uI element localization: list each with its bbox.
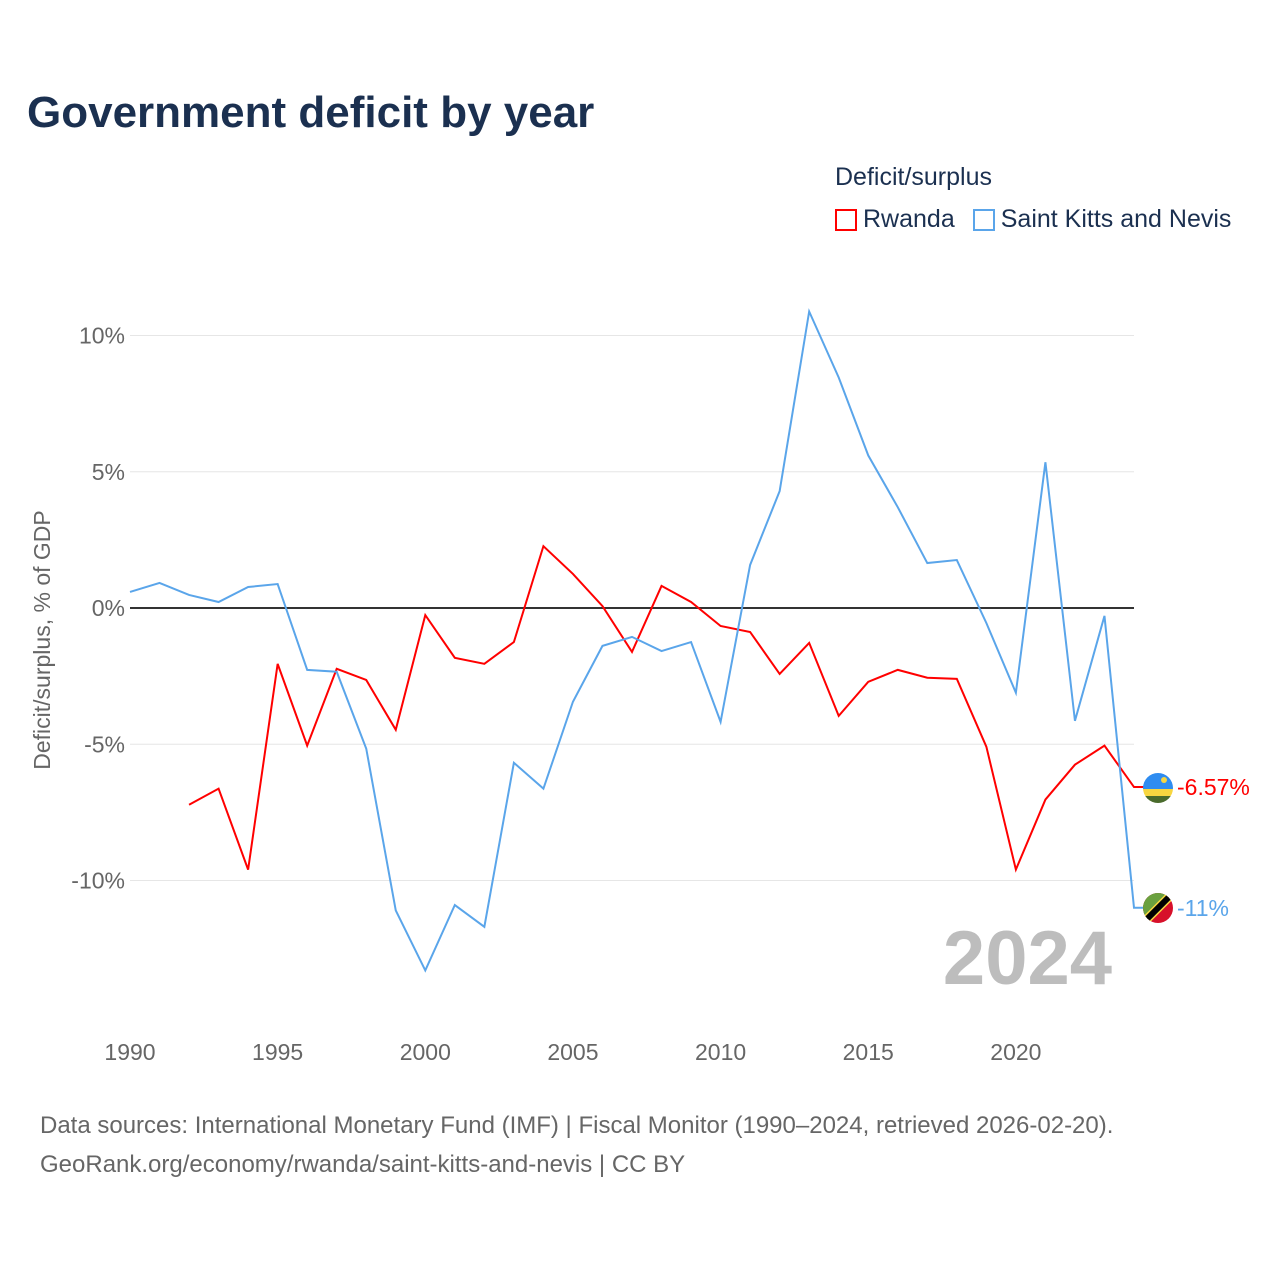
y-tick-label: 10% — [79, 323, 125, 349]
end-value-label: -11% — [1177, 895, 1229, 921]
x-tick-label: 1990 — [104, 1039, 155, 1065]
source-link[interactable]: GeoRank.org/economy/rwanda/saint-kitts-a… — [40, 1151, 686, 1178]
x-tick-label: 2020 — [990, 1039, 1041, 1065]
x-tick-label: 2000 — [400, 1039, 451, 1065]
legend-item-rwanda[interactable]: Rwanda — [835, 205, 955, 234]
y-tick-label: 5% — [92, 459, 125, 485]
legend-swatch — [972, 208, 995, 231]
y-tick-label: 0% — [92, 595, 125, 621]
y-tick-label: -10% — [71, 868, 125, 894]
end-value-label: -6.57% — [1177, 774, 1250, 800]
saint-kitts-flag-icon — [1143, 893, 1173, 923]
legend-item-saint-kitts[interactable]: Saint Kitts and Nevis — [972, 205, 1232, 234]
x-tick-label: 1995 — [252, 1039, 303, 1065]
rwanda-flag-icon — [1143, 773, 1173, 803]
chart-title: Government deficit by year — [27, 88, 595, 137]
series-line-saint-kitts — [129, 308, 1146, 973]
x-tick-label: 2015 — [843, 1039, 894, 1065]
x-tick-label: 2005 — [547, 1039, 598, 1065]
legend-title: Deficit/surplus — [835, 163, 992, 191]
y-tick-label: -5% — [84, 731, 125, 757]
y-axis-label: Deficit/surplus, % of GDP — [29, 510, 55, 769]
legend: Rwanda Saint Kitts and Nevis — [835, 205, 1231, 234]
legend-swatch — [835, 208, 857, 231]
legend-label: Rwanda — [863, 205, 955, 233]
series-line-rwanda — [188, 544, 1146, 873]
x-tick-label: 2010 — [695, 1039, 746, 1065]
source-note: Data sources: International Monetary Fun… — [40, 1106, 1113, 1184]
year-watermark: 2024 — [943, 916, 1112, 1001]
legend-label: Saint Kitts and Nevis — [1000, 205, 1232, 233]
source-line: Data sources: International Monetary Fun… — [40, 1112, 1114, 1139]
